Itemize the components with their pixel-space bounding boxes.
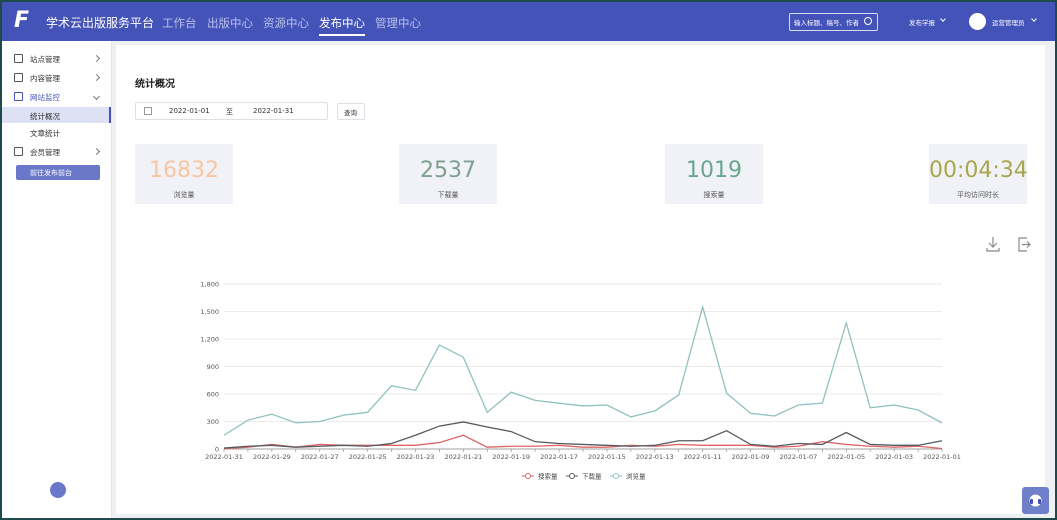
x-tick-label: 2022-01-27 <box>301 453 339 461</box>
x-tick-label: 2022-01-21 <box>444 453 482 461</box>
collapse-button[interactable] <box>50 482 66 498</box>
x-tick-label: 2022-01-11 <box>684 453 722 461</box>
x-tick-label: 2022-01-07 <box>780 453 818 461</box>
x-tick-label: 2022-01-15 <box>588 453 626 461</box>
nav-item[interactable]: 管理中心 <box>375 16 421 30</box>
stat-card: 1019 搜索量 <box>665 144 763 204</box>
x-tick-label: 2022-01-09 <box>732 453 770 461</box>
y-tick-label: 900 <box>207 363 219 371</box>
journal-select[interactable]: 发布学报 <box>909 19 935 27</box>
x-tick-label: 2022-01-23 <box>397 453 435 461</box>
stat-value: 00:04:34 <box>929 158 1028 183</box>
export-icon[interactable] <box>1018 237 1031 252</box>
submenu-item[interactable]: 文章统计 <box>30 129 60 138</box>
y-tick-label: 300 <box>207 418 219 426</box>
date-from: 2022-01-01 <box>169 107 210 115</box>
active-highlight <box>2 107 111 123</box>
nav-item[interactable]: 资源中心 <box>263 16 309 30</box>
legend-symbol <box>525 473 531 479</box>
menu-item[interactable]: 站点管理 <box>30 55 60 64</box>
x-tick-label: 2022-01-05 <box>827 453 865 461</box>
legend-label: 搜索量 <box>538 472 558 481</box>
menu-icon <box>14 92 23 101</box>
menu-icon <box>14 54 23 63</box>
y-tick-label: 1,200 <box>200 336 219 344</box>
x-tick-label: 2022-01-25 <box>349 453 387 461</box>
nav-item[interactable]: 工作台 <box>162 16 197 30</box>
menu-item[interactable]: 会员管理 <box>30 148 60 157</box>
x-tick-label: 2022-01-03 <box>875 453 913 461</box>
x-tick-label: 2022-01-31 <box>205 453 243 461</box>
stat-value: 16832 <box>149 158 219 183</box>
front-button[interactable]: 前往发布前台 <box>16 165 100 180</box>
submenu-item[interactable]: 统计概况 <box>30 112 60 121</box>
y-tick-label: 1,500 <box>200 308 219 316</box>
x-tick-label: 2022-01-19 <box>492 453 530 461</box>
export-glyph <box>1018 237 1031 252</box>
legend-label: 下载量 <box>582 472 602 481</box>
x-tick-label: 2022-01-29 <box>253 453 291 461</box>
menu-item[interactable]: 内容管理 <box>30 74 60 83</box>
stat-card: 2537 下载量 <box>399 144 497 204</box>
search-box[interactable]: 输入标题、稿号、作者 <box>789 13 878 31</box>
page-title: 统计概况 <box>135 79 175 90</box>
user-name[interactable]: 运营管理员 <box>992 19 1025 27</box>
nav-item[interactable]: 发布中心 <box>319 15 365 36</box>
stat-label: 下载量 <box>437 191 459 199</box>
x-tick-label: 2022-01-13 <box>636 453 674 461</box>
y-tick-label: 600 <box>207 391 219 399</box>
series-line <box>223 434 943 450</box>
x-tick-label: 2022-01-17 <box>540 453 578 461</box>
stat-label: 搜索量 <box>703 191 725 199</box>
avatar <box>969 13 986 30</box>
query-button[interactable]: 查询 <box>337 103 365 120</box>
top-bar: F 学术云出版服务平台 工作台 出版中心 资源中心 发布中心 管理中心 输入标题、稿号、作者 发… <box>2 2 1055 41</box>
stat-label: 平均访问时长 <box>957 191 999 199</box>
stat-label: 浏览量 <box>173 191 195 199</box>
content-card: 统计概况 2022-01-01 至 2022-01-31 查询 16832 浏览量 2537 下… <box>116 45 1045 514</box>
menu-item[interactable]: 网站监控 <box>30 93 60 102</box>
front-button-label: 前往发布前台 <box>30 169 72 177</box>
date-to: 2022-01-31 <box>253 107 294 115</box>
series-line <box>223 304 943 436</box>
search-icon <box>864 17 872 25</box>
chat-button[interactable] <box>1022 487 1049 514</box>
sidebar: 站点管理内容管理网站监控统计概况文章统计会员管理前往发布前台 <box>2 41 112 518</box>
legend-symbol <box>569 473 575 479</box>
legend-symbol <box>613 473 619 479</box>
stat-value: 1019 <box>686 158 742 183</box>
date-separator: 至 <box>226 108 233 116</box>
download-glyph <box>986 237 1000 252</box>
date-range[interactable]: 2022-01-01 至 2022-01-31 <box>135 102 328 120</box>
menu-icon <box>14 147 23 156</box>
app-title: 学术云出版服务平台 <box>46 16 155 30</box>
chat-glyph <box>1029 494 1042 507</box>
nav-item[interactable]: 出版中心 <box>207 16 253 30</box>
stat-value: 2537 <box>420 158 476 183</box>
menu-icon <box>14 73 23 82</box>
y-tick-label: 0 <box>215 446 219 454</box>
query-label: 查询 <box>344 109 357 117</box>
x-tick-label: 2022-01-01 <box>923 453 961 461</box>
series-line <box>223 421 943 449</box>
y-tick-label: 1,800 <box>200 281 219 289</box>
search-placeholder: 输入标题、稿号、作者 <box>794 19 859 27</box>
calendar-icon <box>144 107 152 115</box>
legend-label: 浏览量 <box>626 472 646 481</box>
download-icon[interactable] <box>986 237 1000 252</box>
stat-card: 16832 浏览量 <box>135 144 233 204</box>
logo: F <box>14 8 30 33</box>
stat-card: 00:04:34 平均访问时长 <box>929 144 1028 204</box>
